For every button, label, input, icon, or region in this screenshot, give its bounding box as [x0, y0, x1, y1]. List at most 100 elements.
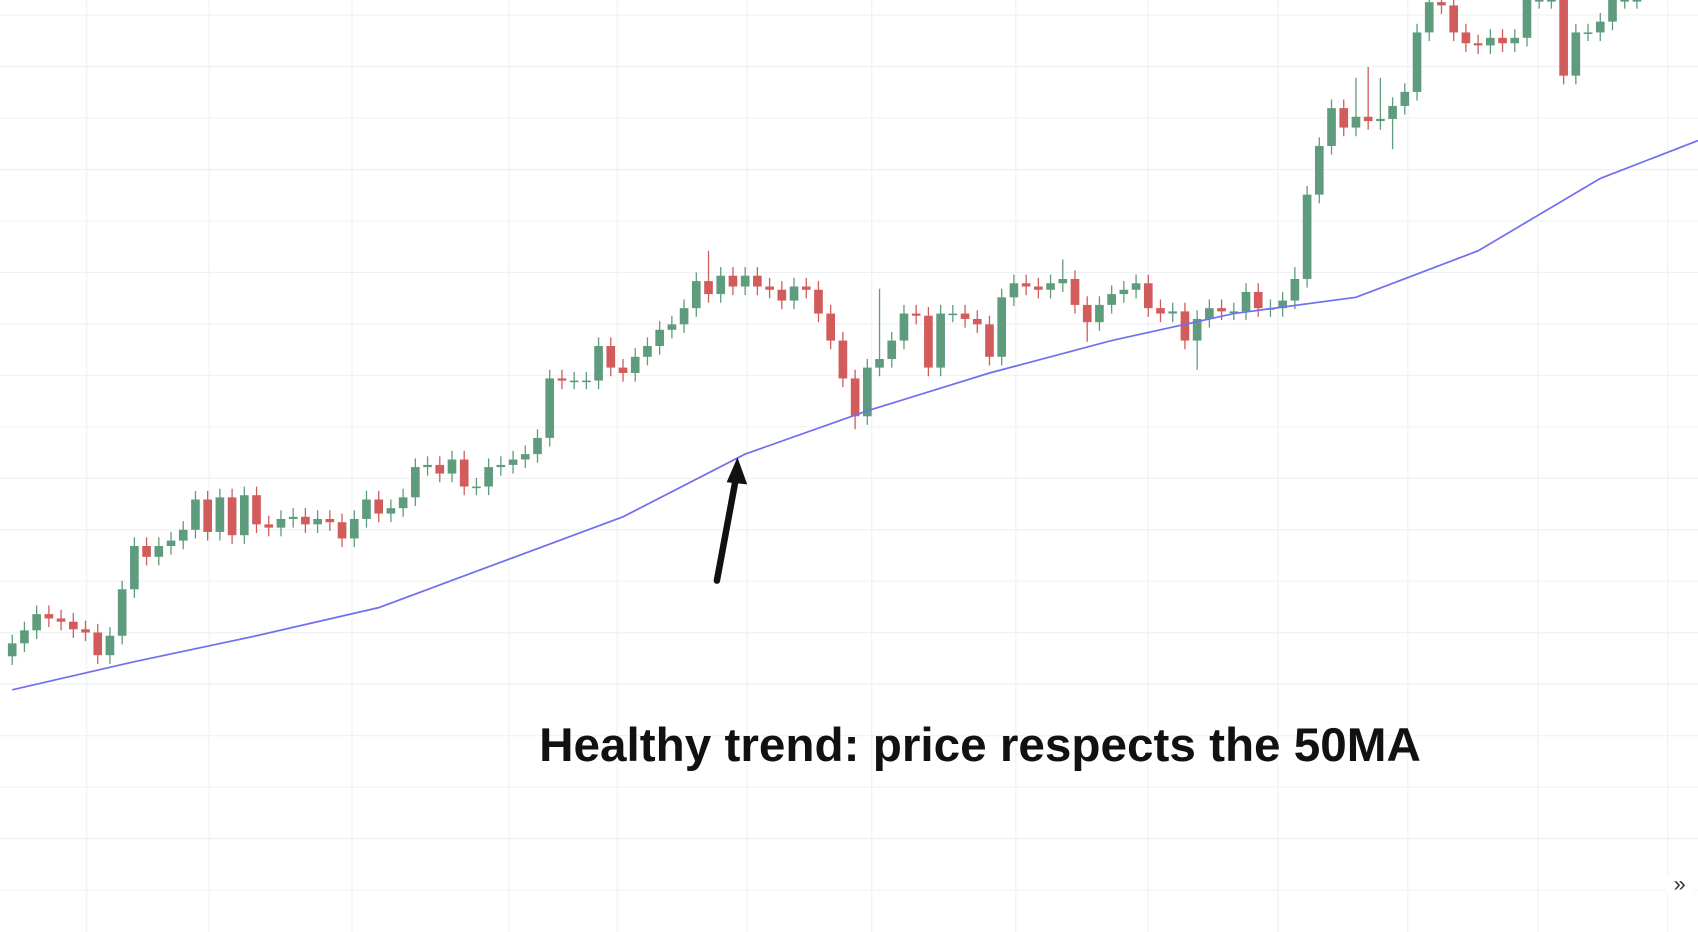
candle-body: [32, 614, 41, 631]
candle-body: [655, 329, 664, 346]
candle-body: [1046, 283, 1055, 290]
candle-body: [142, 546, 151, 557]
candle-body: [472, 486, 481, 489]
candle-body: [1205, 308, 1214, 319]
candle-body: [1595, 21, 1605, 33]
candle-body: [1107, 294, 1116, 305]
candle-body: [594, 345, 603, 381]
candle-body: [1571, 32, 1581, 76]
candle-body: [985, 324, 994, 357]
candle-body: [826, 313, 836, 341]
candle-body: [349, 518, 359, 539]
candle-body: [203, 499, 213, 532]
candle-body: [20, 630, 29, 644]
moving-average: [12, 139, 1698, 691]
candle-body: [423, 464, 432, 468]
candle-body: [667, 324, 677, 330]
candle-body: [7, 643, 17, 657]
candle-body: [814, 289, 823, 314]
candle-body: [508, 459, 518, 465]
candle-body: [1632, 0, 1642, 2]
candle-body: [643, 345, 652, 357]
candle-body: [1522, 0, 1532, 38]
candle-body: [1021, 283, 1031, 287]
candle-body: [1082, 304, 1092, 323]
candle-body: [887, 340, 897, 359]
candle-body: [1376, 118, 1385, 122]
candle-body: [1449, 5, 1459, 33]
candle-body: [374, 499, 384, 514]
candle-body: [398, 497, 408, 509]
candle-body: [166, 540, 176, 547]
candle-body: [753, 275, 762, 287]
candle-body: [716, 275, 726, 295]
candle-body: [704, 281, 713, 295]
candle-body: [1485, 37, 1495, 46]
candle-body: [557, 378, 567, 381]
candle-body: [1534, 0, 1544, 2]
candle-body: [496, 464, 506, 468]
candle-body: [789, 286, 799, 301]
candle-body: [1314, 145, 1324, 195]
candle-body: [117, 589, 127, 636]
candle-body: [1498, 37, 1507, 44]
candle-body: [765, 286, 774, 290]
candle-body: [435, 464, 445, 474]
candle-body: [68, 621, 78, 630]
candle-body: [862, 367, 872, 417]
candle-body: [1217, 308, 1226, 312]
candle-body: [1180, 311, 1190, 341]
candle-body: [1510, 37, 1520, 44]
candle-body: [972, 318, 982, 325]
candle-body: [545, 378, 555, 438]
candle-body: [386, 508, 396, 514]
candle-body: [484, 467, 493, 487]
candle-body: [728, 275, 738, 287]
candle-body: [1278, 300, 1287, 309]
candle-body: [1009, 283, 1019, 298]
candle-body: [1168, 311, 1178, 314]
candle-body: [105, 635, 115, 656]
candle-body: [1070, 278, 1080, 305]
candle-body: [1192, 318, 1202, 341]
candle-body: [1229, 311, 1239, 314]
candle-body: [191, 499, 200, 530]
candle-body: [1363, 116, 1373, 122]
candle-body: [801, 286, 811, 290]
candle-body: [301, 516, 310, 525]
candle-body: [1290, 278, 1300, 301]
candle-body: [1131, 283, 1141, 290]
candle-body: [618, 367, 628, 374]
candle-body: [1559, 0, 1568, 76]
candle-body: [93, 632, 103, 656]
candle-body: [1473, 43, 1483, 46]
candle-body: [1437, 2, 1446, 6]
arrow-head: [726, 457, 748, 485]
candle-body: [1339, 108, 1349, 128]
candle-body: [740, 275, 750, 287]
candle-body: [44, 614, 54, 619]
candle-body: [215, 497, 225, 532]
candle-body: [81, 629, 90, 633]
candle-body: [1253, 291, 1263, 309]
candle-body: [924, 315, 933, 368]
candle-body: [777, 289, 787, 301]
candle-body: [911, 313, 921, 316]
annotation: Healthy trend: price respects the 50MA: [539, 719, 1421, 772]
candle-body: [582, 380, 591, 383]
scroll-button[interactable]: [1664, 869, 1695, 900]
candle-body: [411, 467, 420, 498]
candle-body: [1143, 283, 1153, 309]
candle-body: [1034, 286, 1043, 290]
candle-body: [875, 358, 884, 368]
candle-body: [630, 356, 640, 374]
candle-body: [1327, 108, 1336, 146]
candle-body: [264, 524, 274, 528]
scroll-button-icon[interactable]: »: [1674, 871, 1686, 896]
candle-body: [1241, 291, 1251, 312]
candle-body: [520, 454, 530, 460]
candle-body: [1156, 308, 1165, 314]
arrow-shaft: [713, 472, 740, 584]
